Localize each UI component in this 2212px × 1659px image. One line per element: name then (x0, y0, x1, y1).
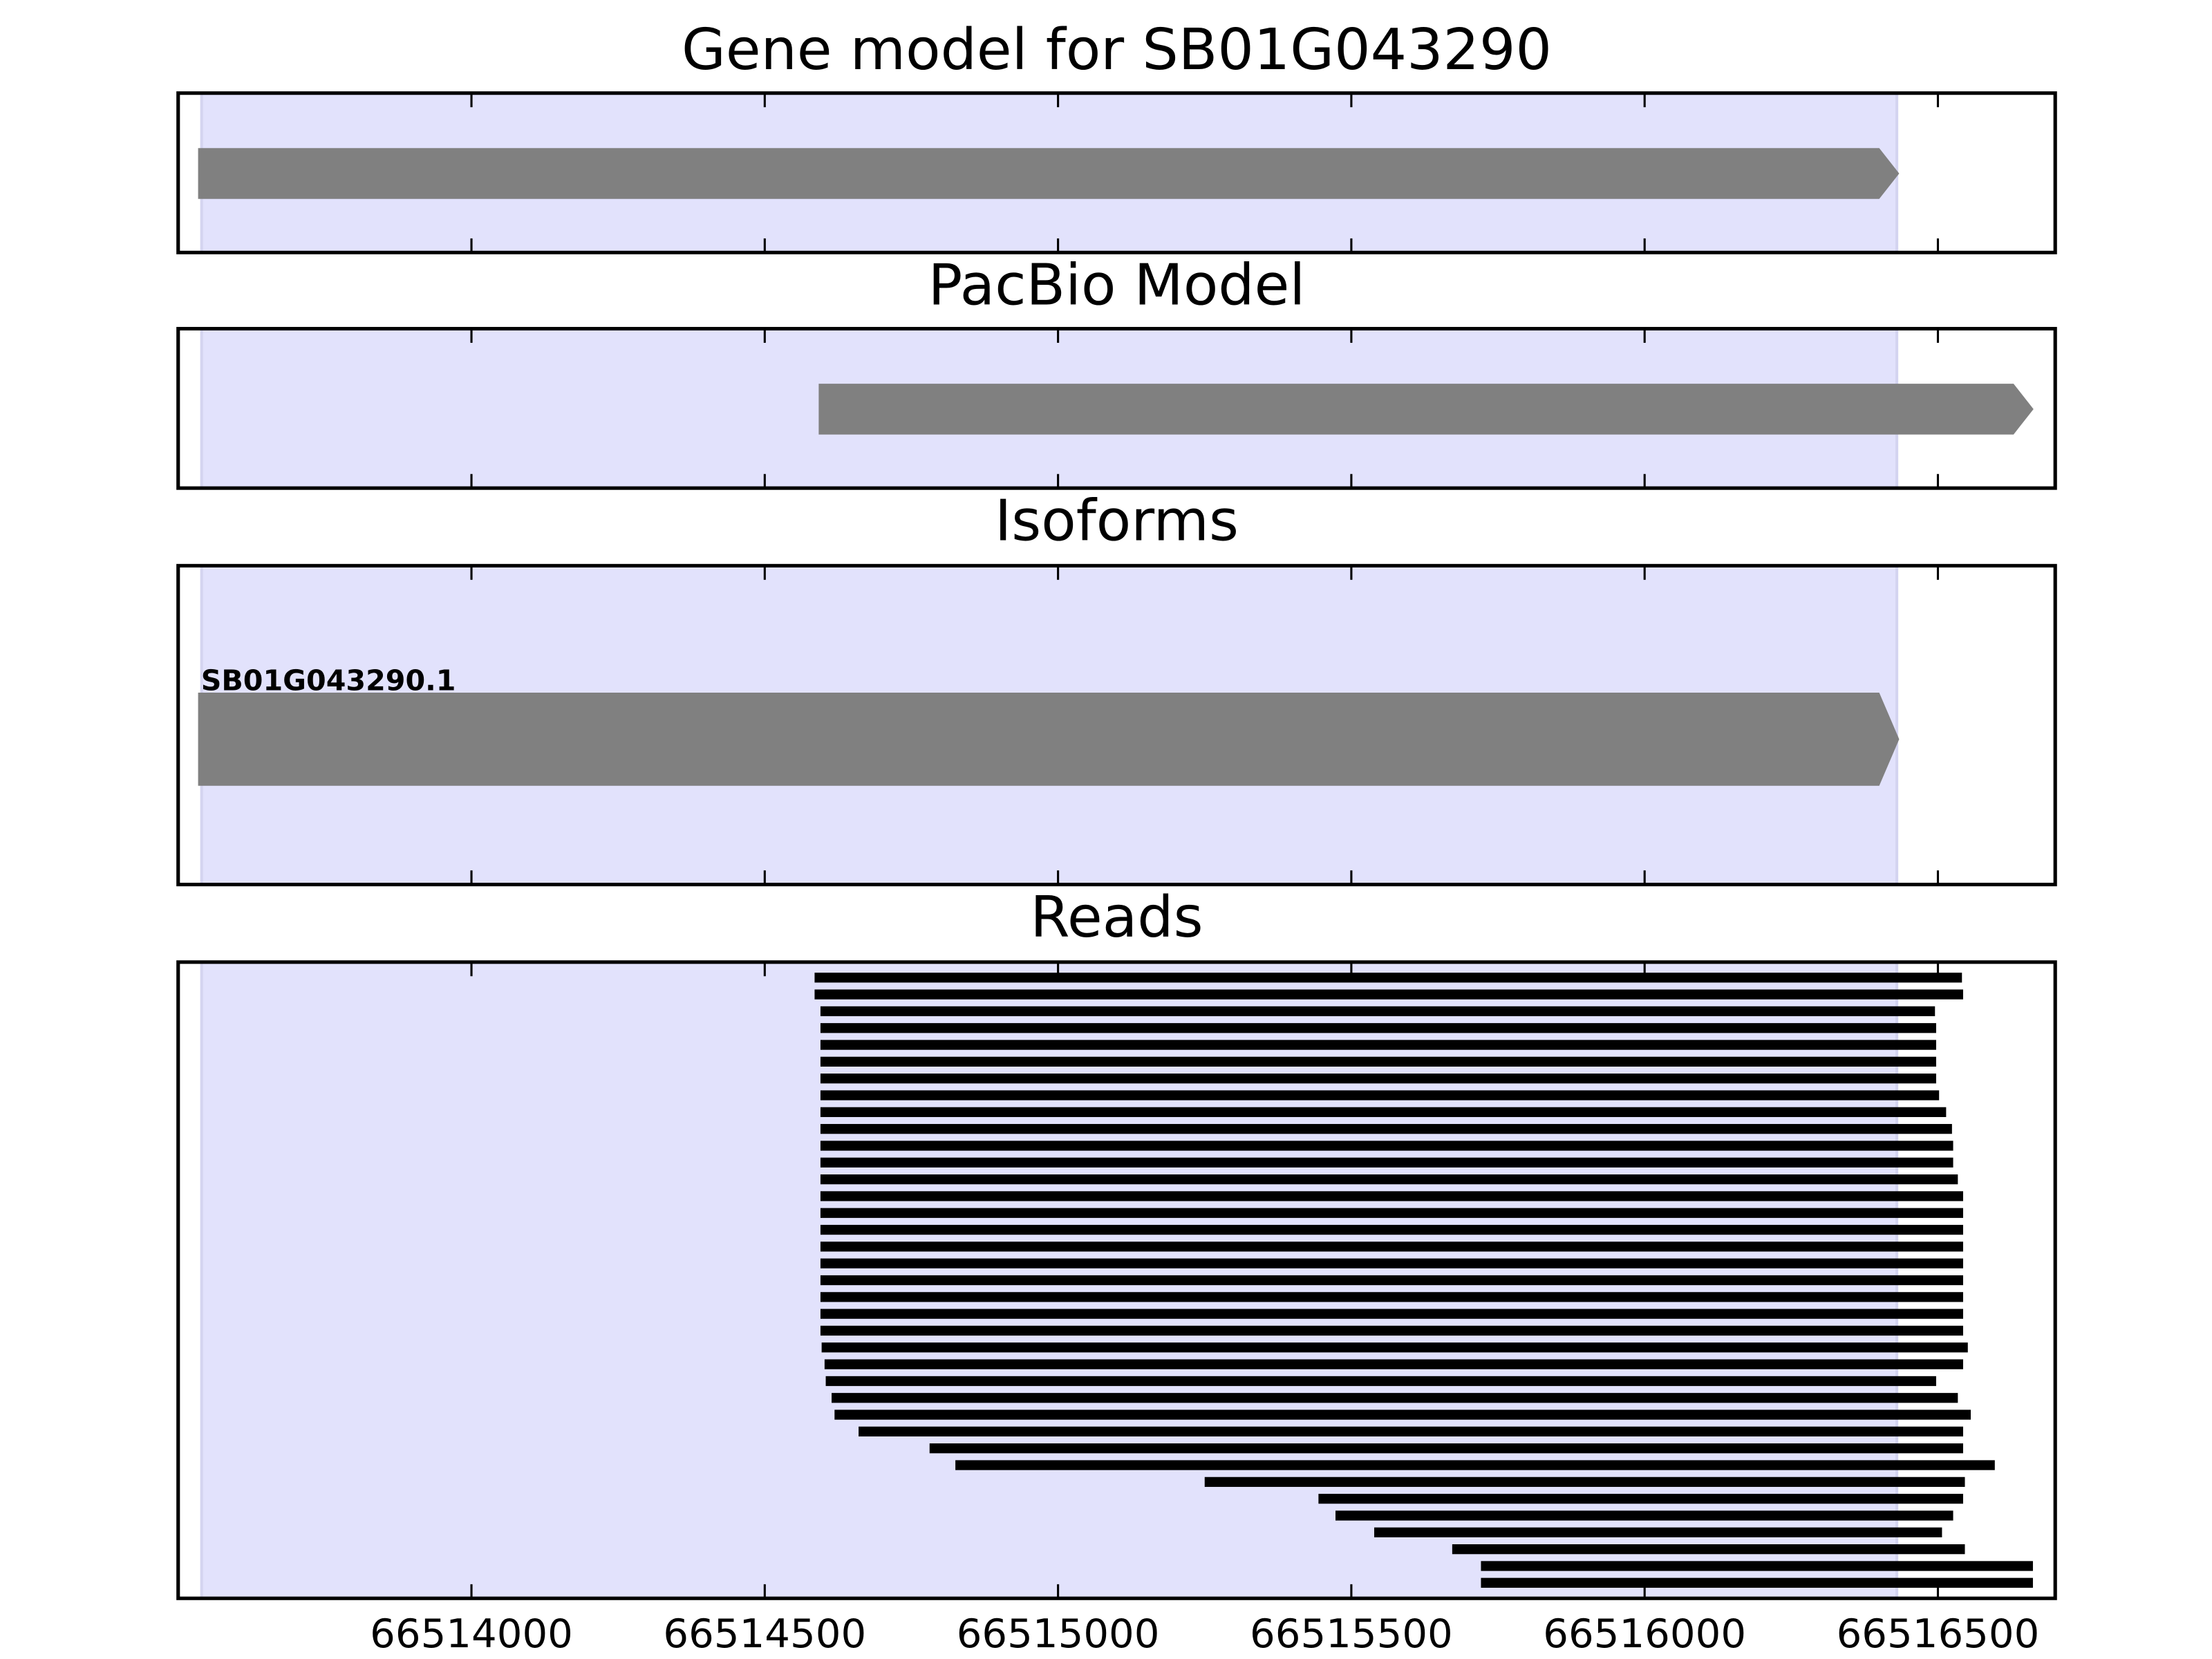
read (820, 1309, 1963, 1319)
x-tick-label: 66514000 (370, 1611, 573, 1657)
read (820, 1124, 1952, 1134)
read (820, 1241, 1963, 1252)
panel-frame (176, 91, 2057, 254)
read (820, 1090, 1940, 1100)
read (825, 1376, 1936, 1387)
read (820, 1208, 1963, 1218)
panel-title: Gene model for SB01G043290 (682, 17, 1552, 83)
x-tick-label: 66516000 (1543, 1611, 1746, 1657)
read (820, 1023, 1936, 1033)
read (820, 1174, 1958, 1185)
read (929, 1443, 1963, 1454)
gene-feature (198, 693, 1900, 786)
read (820, 1157, 1953, 1168)
read (832, 1393, 1958, 1403)
read (1204, 1477, 1965, 1488)
read (820, 1325, 1963, 1336)
read (814, 989, 1963, 1000)
read (820, 1056, 1936, 1067)
read (820, 1107, 1947, 1117)
read (820, 1275, 1963, 1286)
read (955, 1460, 1995, 1470)
panel-frame (176, 326, 2057, 490)
gene-feature (818, 384, 2034, 435)
panel-title: Reads (1030, 885, 1203, 950)
read (820, 1191, 1963, 1201)
read (820, 1141, 1953, 1151)
read (834, 1409, 1971, 1420)
panel-frame (176, 563, 2057, 887)
read (1374, 1527, 1942, 1537)
read (1481, 1577, 2033, 1588)
panel-title: Isoforms (995, 489, 1239, 554)
read (824, 1359, 1963, 1369)
read (1452, 1544, 1965, 1555)
x-tick-label: 66516500 (1837, 1611, 2040, 1657)
read (859, 1426, 1963, 1437)
read (820, 1074, 1936, 1084)
read (820, 1040, 1936, 1050)
read (1335, 1510, 1953, 1521)
read (814, 973, 1962, 983)
read (820, 1292, 1963, 1302)
x-tick-label: 66515500 (1250, 1611, 1453, 1657)
read (1318, 1494, 1963, 1504)
isoform-label: SB01G043290.1 (201, 664, 456, 697)
read (820, 1006, 1936, 1017)
panel-frame (176, 960, 2057, 1600)
x-tick-label: 66515000 (957, 1611, 1160, 1657)
panel-title: PacBio Model (928, 253, 1306, 319)
gene-feature (198, 148, 1900, 199)
read (820, 1224, 1963, 1235)
read (1481, 1561, 2033, 1571)
read (820, 1258, 1963, 1268)
x-tick-label: 66514500 (663, 1611, 866, 1657)
read (821, 1342, 1968, 1353)
